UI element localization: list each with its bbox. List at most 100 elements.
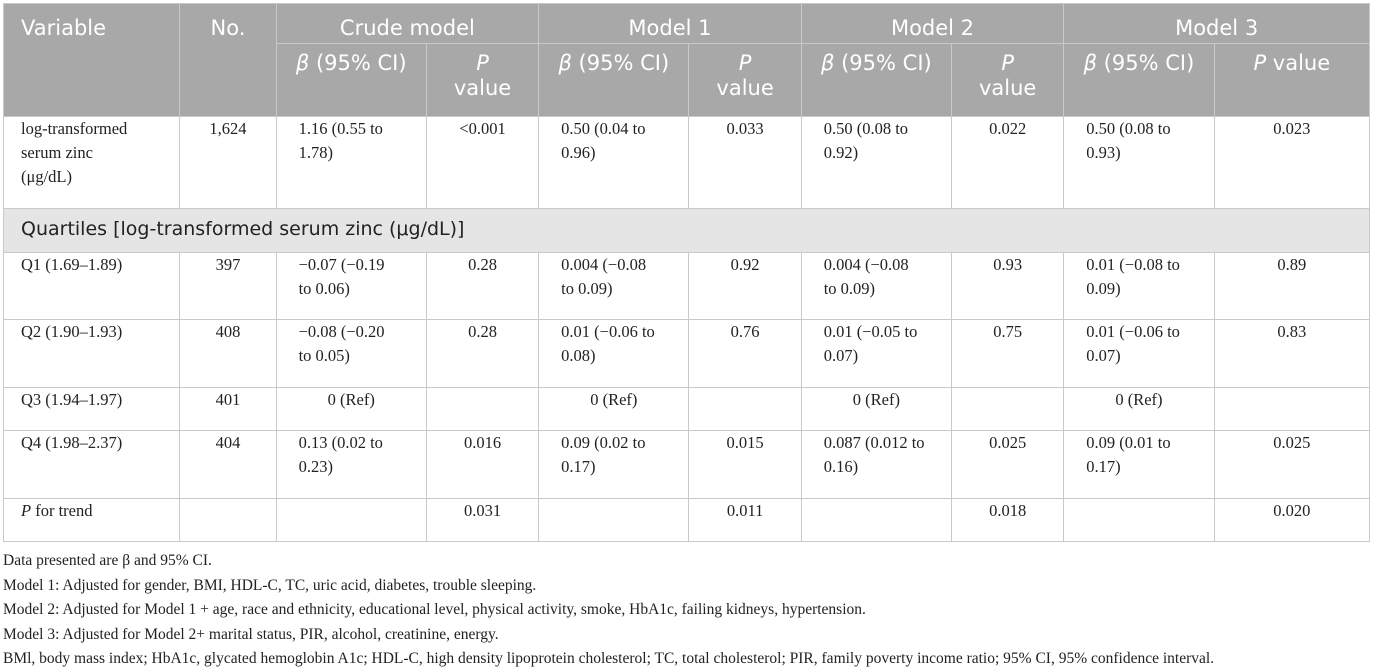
cell-line: 0.08) bbox=[561, 346, 596, 365]
cell-line: 0.004 (−0.08 bbox=[561, 255, 647, 274]
table-row: Q1 (1.69–1.89) 397 −0.07 (−0.19 to 0.06) … bbox=[2, 252, 1371, 320]
m2-beta-cell: 0.50 (0.08 to 0.92) bbox=[800, 116, 953, 209]
p-symbol: P bbox=[476, 51, 489, 75]
cell-line: to 0.09) bbox=[561, 279, 613, 298]
ci-label: (95% CI) bbox=[309, 51, 407, 75]
cell-line: 0.07) bbox=[1086, 346, 1121, 365]
table-footnotes: Data presented are β and 95% CI. Model 1… bbox=[3, 549, 1372, 672]
footnote: BMl, body mass index; HbA1c, glycated he… bbox=[3, 650, 1215, 667]
cell-line: 0.07) bbox=[823, 346, 859, 365]
no-cell: 408 bbox=[179, 319, 277, 388]
m3-p-cell bbox=[1213, 387, 1371, 431]
cell-line: (μg/dL) bbox=[21, 167, 72, 186]
value-label: value bbox=[978, 76, 1037, 101]
m1-beta-cell: 0 (Ref) bbox=[538, 387, 690, 431]
m2-beta-cell bbox=[800, 498, 953, 542]
p-symbol: P bbox=[21, 501, 32, 520]
cell-line: to 0.06) bbox=[298, 279, 350, 298]
value-label: value bbox=[716, 76, 774, 101]
crude-beta-cell: 0.13 (0.02 to 0.23) bbox=[275, 430, 427, 499]
m2-p-cell: 0.022 bbox=[951, 116, 1065, 209]
m3-p-cell: 0.023 bbox=[1213, 116, 1371, 209]
cell-line: 0.50 (0.04 to bbox=[561, 119, 646, 138]
header-m3-beta-ci: β (95% CI) bbox=[1063, 43, 1215, 117]
table-header: Variable No. Crude model Model 1 Model 2… bbox=[2, 3, 1371, 117]
variable-cell: Q1 (1.69–1.89) bbox=[2, 252, 181, 320]
cell-line: to 0.05) bbox=[298, 346, 350, 365]
m1-p-cell: 0.011 bbox=[688, 498, 802, 542]
m2-p-cell: 0.025 bbox=[951, 430, 1065, 499]
m2-p-cell: 0.75 bbox=[951, 319, 1065, 388]
m1-p-cell: 0.76 bbox=[688, 319, 802, 388]
cell-line: 0.96) bbox=[561, 143, 596, 162]
crude-beta-cell: 0 (Ref) bbox=[275, 387, 427, 431]
p-symbol: P bbox=[1253, 51, 1267, 75]
variable-cell: P for trend bbox=[2, 498, 181, 542]
cell-line: 0.13 (0.02 to bbox=[298, 433, 383, 452]
m3-beta-cell: 0 (Ref) bbox=[1063, 387, 1215, 431]
crude-p-cell: 0.016 bbox=[425, 430, 540, 499]
m3-p-cell: 0.020 bbox=[1213, 498, 1371, 542]
m1-p-cell: 0.92 bbox=[688, 252, 802, 320]
variable-cell: log-transformed serum zinc (μg/dL) bbox=[2, 116, 181, 209]
m3-p-cell: 0.89 bbox=[1213, 252, 1371, 320]
cell-line: 0.09 (0.02 to bbox=[561, 433, 646, 452]
cell-line: −0.07 (−0.19 bbox=[298, 255, 385, 274]
cell-line: 0.01 (−0.08 to bbox=[1086, 255, 1180, 274]
m3-beta-cell bbox=[1063, 498, 1215, 542]
m3-beta-cell: 0.01 (−0.08 to 0.09) bbox=[1063, 252, 1215, 320]
cell-line: 0.01 (−0.06 to bbox=[561, 322, 655, 341]
m1-p-cell: 0.033 bbox=[688, 116, 802, 209]
footnote: Data presented are β and 95% CI. bbox=[3, 552, 212, 569]
header-model-3: Model 3 bbox=[1063, 3, 1370, 44]
m1-beta-cell: 0.50 (0.04 to 0.96) bbox=[538, 116, 690, 209]
m2-beta-cell: 0.004 (−0.08 to 0.09) bbox=[800, 252, 953, 320]
cell-line: 0.16) bbox=[823, 457, 859, 476]
section-row: Quartiles [log-transformed serum zinc (μ… bbox=[3, 208, 1370, 253]
crude-p-cell: 0.28 bbox=[425, 319, 540, 388]
beta-symbol: β bbox=[295, 51, 310, 75]
no-cell: 397 bbox=[179, 252, 277, 320]
cell-line: 0.23) bbox=[298, 457, 333, 476]
footnote: Model 3: Adjusted for Model 2+ marital s… bbox=[3, 625, 499, 643]
variable-cell: Q2 (1.90–1.93) bbox=[2, 319, 181, 388]
m1-p-cell bbox=[688, 387, 802, 431]
variable-cell: Q4 (1.98–2.37) bbox=[2, 430, 181, 499]
cell-line: 0.09 (0.01 to bbox=[1086, 433, 1171, 452]
m1-beta-cell bbox=[538, 498, 690, 542]
m1-beta-cell: 0.004 (−0.08 to 0.09) bbox=[538, 252, 690, 320]
header-crude-beta-ci: β (95% CI) bbox=[275, 43, 427, 117]
cell-line: 0.01 (−0.06 to bbox=[1086, 322, 1180, 341]
cell-line: log-transformed bbox=[21, 119, 128, 138]
footnote: Model 2: Adjusted for Model 1 + age, rac… bbox=[3, 601, 866, 618]
m2-p-cell: 0.018 bbox=[951, 498, 1065, 542]
beta-symbol: β bbox=[558, 51, 572, 75]
beta-symbol: β bbox=[821, 51, 835, 75]
ci-label: (95% CI) bbox=[1097, 51, 1195, 75]
crude-p-cell: <0.001 bbox=[425, 116, 540, 209]
header-model-2: Model 2 bbox=[800, 3, 1065, 44]
m1-p-cell: 0.015 bbox=[688, 430, 802, 499]
no-cell: 1,624 bbox=[179, 116, 277, 209]
no-cell: 401 bbox=[179, 387, 277, 431]
crude-p-cell: 0.031 bbox=[425, 498, 540, 542]
ci-label: (95% CI) bbox=[834, 51, 932, 75]
cell-line: 0.09) bbox=[1086, 279, 1121, 298]
m1-beta-cell: 0.09 (0.02 to 0.17) bbox=[538, 430, 690, 499]
cell-line: 0.92) bbox=[823, 143, 859, 162]
beta-symbol: β bbox=[1083, 51, 1097, 75]
footnote: Model 1: Adjusted for gender, BMI, HDL-C… bbox=[3, 576, 537, 594]
p-symbol: P bbox=[738, 51, 752, 75]
m3-beta-cell: 0.50 (0.08 to 0.93) bbox=[1063, 116, 1215, 209]
cell-line: to 0.09) bbox=[823, 279, 876, 298]
table-row: Q4 (1.98–2.37) 404 0.13 (0.02 to 0.23) 0.… bbox=[2, 430, 1371, 499]
variable-cell: Q3 (1.94–1.97) bbox=[2, 387, 181, 431]
table-row: Q3 (1.94–1.97) 401 0 (Ref) 0 (Ref) 0 (Re… bbox=[2, 387, 1371, 431]
cell-line: −0.08 (−0.20 bbox=[298, 322, 385, 341]
header-m3-p-value: P value bbox=[1213, 43, 1371, 117]
crude-beta-cell bbox=[275, 498, 427, 542]
table-row: Q2 (1.90–1.93) 408 −0.08 (−0.20 to 0.05) … bbox=[2, 319, 1371, 388]
section-label: Quartiles [log-transformed serum zinc (μ… bbox=[3, 208, 1370, 253]
